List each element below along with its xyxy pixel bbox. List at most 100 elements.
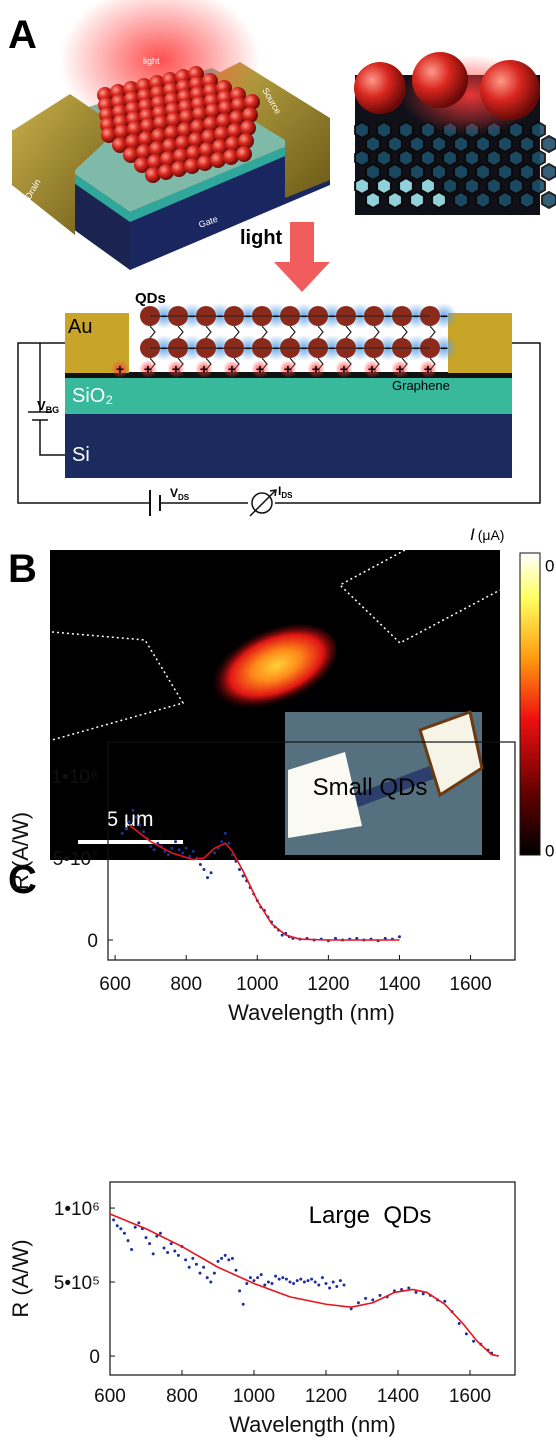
data-point xyxy=(238,1289,242,1293)
quantum-dot xyxy=(136,144,152,160)
data-point xyxy=(263,1283,267,1287)
data-point xyxy=(131,808,135,812)
data-point xyxy=(119,1227,123,1231)
graphene-hexagon xyxy=(519,162,535,182)
quantum-dot xyxy=(164,125,180,141)
quantum-dot xyxy=(153,115,169,131)
quantum-dot xyxy=(140,118,156,134)
charge: + xyxy=(172,361,180,377)
quantum-dot xyxy=(218,100,234,116)
data-point xyxy=(162,1246,166,1250)
scale-bar-label: 5 μm xyxy=(106,808,153,831)
schematic-part xyxy=(149,490,161,516)
fit-line xyxy=(109,1213,499,1357)
graphene-hexagon xyxy=(453,190,469,210)
charge: − xyxy=(440,340,448,356)
data-point xyxy=(245,1282,249,1286)
data-point xyxy=(457,1321,461,1325)
graphene-hexagon xyxy=(530,148,546,168)
quantum-dot xyxy=(223,149,239,165)
device-render-part xyxy=(130,125,330,270)
hole-glow xyxy=(167,360,185,378)
optical-inset-part xyxy=(340,765,436,812)
x-axis-title: Wavelength (nm) xyxy=(228,1000,395,1025)
graphene-hexagon xyxy=(398,176,414,196)
quantum-dot xyxy=(149,141,165,157)
data-point xyxy=(184,846,188,850)
lattice-inset-part xyxy=(480,60,540,120)
graphene-hexagon xyxy=(530,120,546,140)
data-point xyxy=(163,849,167,853)
schematic-part xyxy=(65,377,512,414)
quantum-dot xyxy=(175,135,191,151)
data-point xyxy=(324,1282,328,1286)
data-point xyxy=(177,848,181,852)
data-point xyxy=(320,1276,324,1280)
chart: 600 800 1000 1200 1400 1600 0 5•10⁵ 1•10⁶ Wavelen… xyxy=(8,1181,516,1437)
y-tick-label: 5•10⁷ xyxy=(53,849,98,870)
quantum-dot xyxy=(212,139,228,155)
data-point xyxy=(397,935,401,939)
y-tick-label: 0 xyxy=(89,1347,100,1368)
charge: + xyxy=(228,361,236,377)
panel-label: A xyxy=(8,13,37,57)
quantum-dot xyxy=(214,126,230,142)
data-point xyxy=(288,1280,292,1284)
data-point xyxy=(223,1253,227,1257)
graphene-hexagon xyxy=(431,190,447,210)
data-point xyxy=(378,1293,382,1297)
data-point xyxy=(277,1277,281,1281)
graphene-hexagon xyxy=(508,176,524,196)
y-axis-title: R (A/W) xyxy=(8,1239,33,1317)
quantum-dot xyxy=(158,164,174,180)
hole-glow xyxy=(251,360,269,378)
graphene-hexagon xyxy=(519,134,535,154)
data-point xyxy=(280,933,284,937)
data-point xyxy=(156,841,160,845)
subscript: DS xyxy=(178,493,190,502)
data-point xyxy=(227,1258,231,1262)
data-point xyxy=(313,1280,317,1284)
data-point xyxy=(299,1277,303,1281)
quantum-dot xyxy=(227,123,243,139)
data-point xyxy=(295,1279,299,1283)
graphene-hexagon xyxy=(541,190,556,210)
quantum-dot xyxy=(162,138,178,154)
device-render-part xyxy=(97,66,260,183)
graphene-hexagon xyxy=(365,134,381,154)
data-point xyxy=(349,1307,353,1311)
data-point xyxy=(443,1299,447,1303)
graphene-hexagon xyxy=(409,134,425,154)
data-point xyxy=(194,1262,198,1266)
data-point xyxy=(174,840,178,844)
symbol: I xyxy=(470,525,475,544)
colorbar xyxy=(519,552,541,856)
plot-frame xyxy=(107,741,516,961)
charge: + xyxy=(368,361,376,377)
symbol: V xyxy=(170,486,178,500)
quantum-dot xyxy=(240,120,256,136)
data-point xyxy=(400,1287,404,1291)
data-point xyxy=(152,848,156,852)
graphene-hexagon xyxy=(508,148,524,168)
data-point xyxy=(234,1268,238,1272)
schematic-part xyxy=(249,489,277,517)
graphene-hexagon xyxy=(530,176,546,196)
data-point xyxy=(472,1339,476,1343)
data-point xyxy=(166,1250,170,1254)
quantum-dot xyxy=(138,131,154,147)
render-label: Au xyxy=(58,230,69,240)
lattice-inset-part xyxy=(412,52,468,108)
optical-inset-part xyxy=(288,752,362,838)
charge: + xyxy=(312,361,320,377)
data-point xyxy=(198,1271,202,1275)
data-point xyxy=(266,1280,270,1284)
quantum-dot xyxy=(127,121,143,137)
schematic-label: VDS xyxy=(170,486,190,502)
schematic-label: Graphene xyxy=(392,378,450,393)
graphene-hexagon xyxy=(409,190,425,210)
annotation: Large QDs xyxy=(309,1202,432,1229)
data-point xyxy=(220,840,224,844)
x-tick-label: 1200 xyxy=(307,974,349,995)
graphene-hexagon xyxy=(519,190,535,210)
